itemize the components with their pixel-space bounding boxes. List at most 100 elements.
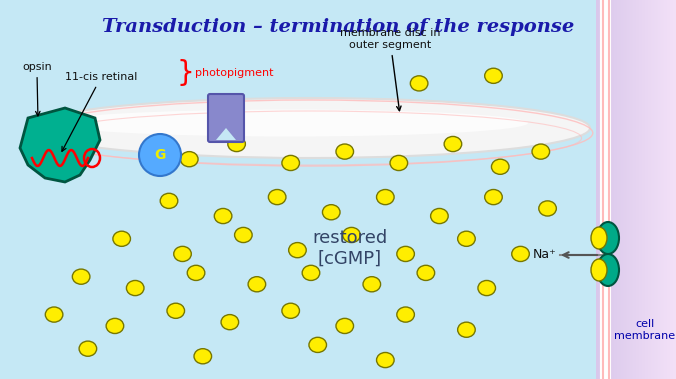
Bar: [638, 0, 639, 379]
Text: membrane disc in
outer segment: membrane disc in outer segment: [340, 28, 440, 111]
Ellipse shape: [139, 134, 181, 176]
Bar: [633, 0, 634, 379]
Bar: [622, 0, 623, 379]
Bar: [644, 0, 645, 379]
Bar: [635, 0, 636, 379]
Ellipse shape: [106, 318, 124, 334]
Bar: [654, 0, 655, 379]
Bar: [616, 0, 617, 379]
Bar: [636, 0, 637, 379]
Bar: [623, 0, 624, 379]
Bar: [649, 0, 650, 379]
Bar: [624, 0, 625, 379]
Ellipse shape: [282, 303, 299, 318]
Bar: [674, 0, 675, 379]
Ellipse shape: [485, 68, 502, 83]
Ellipse shape: [180, 152, 198, 167]
Bar: [645, 0, 646, 379]
Bar: [612, 0, 613, 379]
Bar: [648, 0, 649, 379]
Text: G: G: [154, 148, 166, 162]
Ellipse shape: [30, 98, 590, 158]
Bar: [641, 0, 642, 379]
Bar: [656, 0, 657, 379]
Bar: [627, 0, 628, 379]
Ellipse shape: [336, 144, 354, 159]
Ellipse shape: [126, 280, 144, 296]
Bar: [673, 0, 674, 379]
Ellipse shape: [397, 307, 414, 322]
Bar: [664, 0, 665, 379]
Ellipse shape: [377, 352, 394, 368]
Ellipse shape: [52, 110, 528, 136]
Ellipse shape: [228, 136, 245, 152]
Bar: [596, 0, 597, 379]
Ellipse shape: [539, 201, 556, 216]
Text: 11-cis retinal: 11-cis retinal: [62, 72, 137, 151]
Bar: [640, 0, 641, 379]
Bar: [608, 0, 609, 379]
Ellipse shape: [72, 269, 90, 284]
Ellipse shape: [113, 231, 130, 246]
Ellipse shape: [410, 76, 428, 91]
Bar: [670, 0, 671, 379]
Bar: [647, 0, 648, 379]
Ellipse shape: [160, 193, 178, 208]
Bar: [657, 0, 658, 379]
Text: Transduction – termination of the response: Transduction – termination of the respon…: [102, 18, 574, 36]
Ellipse shape: [532, 144, 550, 159]
Bar: [642, 0, 643, 379]
Bar: [658, 0, 659, 379]
Ellipse shape: [512, 246, 529, 262]
Text: }: }: [176, 59, 194, 87]
Ellipse shape: [289, 243, 306, 258]
Bar: [643, 0, 644, 379]
Bar: [613, 0, 614, 379]
Ellipse shape: [491, 159, 509, 174]
Bar: [617, 0, 618, 379]
Bar: [662, 0, 663, 379]
Bar: [653, 0, 654, 379]
Bar: [663, 0, 664, 379]
Bar: [629, 0, 630, 379]
Ellipse shape: [235, 227, 252, 243]
Ellipse shape: [485, 190, 502, 205]
Ellipse shape: [458, 322, 475, 337]
Bar: [611, 0, 612, 379]
Bar: [637, 0, 638, 379]
Bar: [599, 0, 600, 379]
Bar: [650, 0, 651, 379]
Bar: [668, 0, 669, 379]
Ellipse shape: [214, 208, 232, 224]
Ellipse shape: [591, 227, 607, 249]
Bar: [625, 0, 626, 379]
Ellipse shape: [390, 155, 408, 171]
Ellipse shape: [377, 190, 394, 205]
Bar: [614, 0, 615, 379]
Bar: [600, 0, 601, 379]
Bar: [631, 0, 632, 379]
Ellipse shape: [282, 155, 299, 171]
Text: restored
[cGMP]: restored [cGMP]: [312, 229, 387, 268]
Bar: [610, 0, 611, 379]
Ellipse shape: [336, 318, 354, 334]
Ellipse shape: [268, 190, 286, 205]
Bar: [665, 0, 666, 379]
Bar: [602, 0, 603, 379]
Bar: [630, 0, 631, 379]
Ellipse shape: [478, 280, 496, 296]
Bar: [609, 0, 610, 379]
Bar: [601, 0, 602, 379]
Bar: [667, 0, 668, 379]
Bar: [652, 0, 653, 379]
Ellipse shape: [187, 265, 205, 280]
Bar: [607, 0, 608, 379]
Ellipse shape: [397, 246, 414, 262]
Bar: [669, 0, 670, 379]
Text: cell
membrane: cell membrane: [614, 319, 675, 341]
Ellipse shape: [194, 349, 212, 364]
Text: Na⁺: Na⁺: [532, 249, 556, 262]
Bar: [646, 0, 647, 379]
Bar: [615, 0, 616, 379]
Polygon shape: [216, 128, 236, 140]
